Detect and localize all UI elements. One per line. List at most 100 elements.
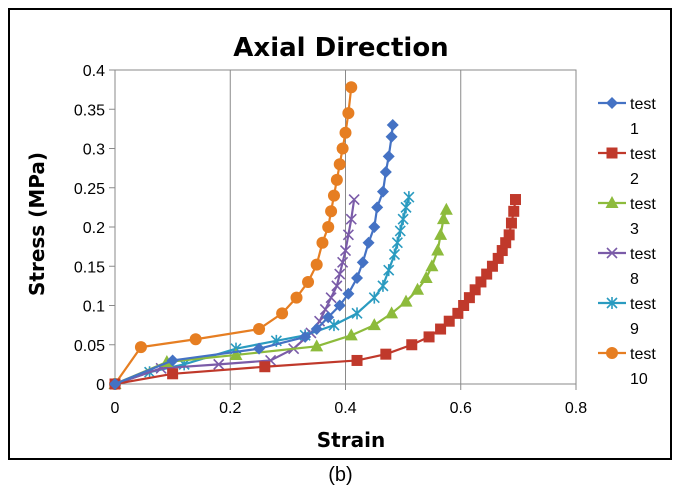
data-point-test-3 (439, 202, 453, 215)
data-point-test-10 (345, 81, 358, 94)
data-point-test-2 (503, 229, 515, 241)
series-line-test-2 (114, 199, 517, 386)
data-point-test-3 (434, 227, 448, 240)
data-point-test-1 (376, 185, 389, 198)
data-point-test-10 (330, 173, 343, 186)
legend-label-line: 2 (630, 171, 639, 188)
data-point-test-2 (481, 268, 493, 280)
data-point-test-2 (351, 354, 363, 366)
data-point-test-1 (356, 256, 369, 269)
data-point-test-3 (229, 347, 243, 360)
legend-item-test-3: test 3 (598, 196, 656, 238)
plot-area-border (114, 69, 577, 385)
y-tick-label: 0.25 (74, 181, 105, 198)
data-point-test-9 (328, 319, 340, 332)
data-point-test-10 (325, 205, 338, 218)
data-point-test-9 (400, 201, 412, 214)
data-point-test-3 (431, 243, 445, 256)
legend-label: test 10 (630, 346, 656, 388)
series-line-test-9 (114, 196, 410, 386)
legend-label-line: 8 (630, 271, 639, 288)
legend: test 1 test 2 test 3 test 8 test 9 test 10 (598, 96, 656, 388)
data-point-test-3 (344, 328, 358, 341)
data-point-test-2 (435, 323, 447, 335)
data-point-test-2 (458, 300, 470, 311)
chart-frame: Axial Direction Stress (MPa) Strain 0 0.2… (8, 8, 672, 460)
x-axis-title: Strain (317, 428, 385, 452)
legend-item-test-8: test 8 (598, 246, 656, 288)
chart-title: Axial Direction (233, 33, 448, 63)
legend-swatch-marker (606, 297, 618, 309)
data-point-test-8 (337, 256, 349, 268)
x-tick-label: 0.8 (565, 400, 587, 417)
data-point-test-1 (333, 299, 346, 312)
data-point-test-10 (322, 221, 335, 233)
data-point-test-1 (299, 330, 312, 343)
data-point-test-10 (310, 258, 323, 271)
data-point-test-10 (333, 158, 346, 171)
legend-item-test-10: test 10 (598, 346, 656, 388)
y-tick-label: 0.35 (74, 102, 105, 119)
legend-label: test 2 (630, 146, 656, 188)
data-point-test-2 (259, 361, 271, 373)
data-point-test-9 (403, 191, 415, 204)
data-point-test-2 (492, 252, 504, 264)
data-point-test-2 (500, 237, 512, 249)
legend-swatch-marker (606, 97, 618, 109)
data-point-test-1 (310, 323, 323, 336)
data-point-test-3 (411, 282, 425, 295)
legend-label-line: test (630, 346, 656, 363)
legend-label: test 8 (630, 246, 656, 288)
series-line-test-8 (114, 199, 356, 386)
data-point-test-10 (189, 333, 202, 346)
legend-label-line: 3 (630, 221, 639, 238)
data-point-test-1 (386, 118, 399, 131)
data-point-test-10 (336, 142, 349, 155)
y-axis-title: Stress (MPa) (25, 152, 49, 296)
data-point-test-2 (167, 368, 179, 380)
legend-label-line: test (630, 246, 656, 263)
data-point-test-10 (339, 126, 352, 139)
data-point-test-2 (443, 315, 455, 327)
data-point-test-1 (379, 166, 392, 179)
y-tick-label: 0.1 (83, 299, 105, 316)
y-tick-label: 0.3 (83, 142, 105, 159)
series-line-test-10 (114, 87, 353, 385)
legend-label-line: 9 (630, 321, 639, 338)
data-point-test-1 (342, 287, 355, 300)
data-point-test-9 (391, 236, 403, 249)
y-tick-label: 0.05 (74, 338, 105, 355)
data-point-test-2 (469, 284, 481, 296)
data-point-test-2 (452, 307, 464, 319)
series-layer (108, 81, 521, 390)
x-tick-label: 0.4 (334, 400, 356, 417)
data-point-test-8 (334, 268, 346, 280)
data-point-test-9 (388, 248, 401, 261)
data-point-test-10 (327, 189, 340, 202)
data-point-test-1 (166, 354, 179, 367)
data-point-test-2 (380, 348, 392, 360)
data-point-test-10 (302, 275, 315, 288)
data-point-test-2 (406, 339, 418, 351)
data-point-test-2 (496, 245, 508, 257)
data-point-test-3 (419, 271, 433, 284)
x-tick-label: 0 (111, 400, 120, 417)
data-point-test-1 (362, 236, 375, 249)
data-point-test-2 (423, 331, 435, 343)
legend-label-line: test (630, 96, 656, 113)
series-test-2 (109, 194, 521, 390)
legend-label: test 1 (630, 96, 656, 138)
series-line-test-3 (114, 209, 448, 386)
data-point-test-9 (397, 213, 409, 226)
data-point-test-9 (383, 264, 395, 277)
legend-swatch-marker (606, 147, 618, 159)
legend-label: test 9 (630, 296, 656, 338)
data-point-test-8 (325, 292, 337, 304)
data-point-test-3 (425, 259, 439, 272)
data-point-test-2 (486, 260, 498, 272)
legend-swatch-marker (606, 247, 618, 259)
figure-caption: (b) (328, 464, 353, 486)
chart-svg: Axial Direction Stress (MPa) Strain 0 0.2… (25, 33, 656, 452)
y-tick-label: 0.15 (74, 259, 105, 276)
data-point-test-8 (339, 244, 352, 257)
